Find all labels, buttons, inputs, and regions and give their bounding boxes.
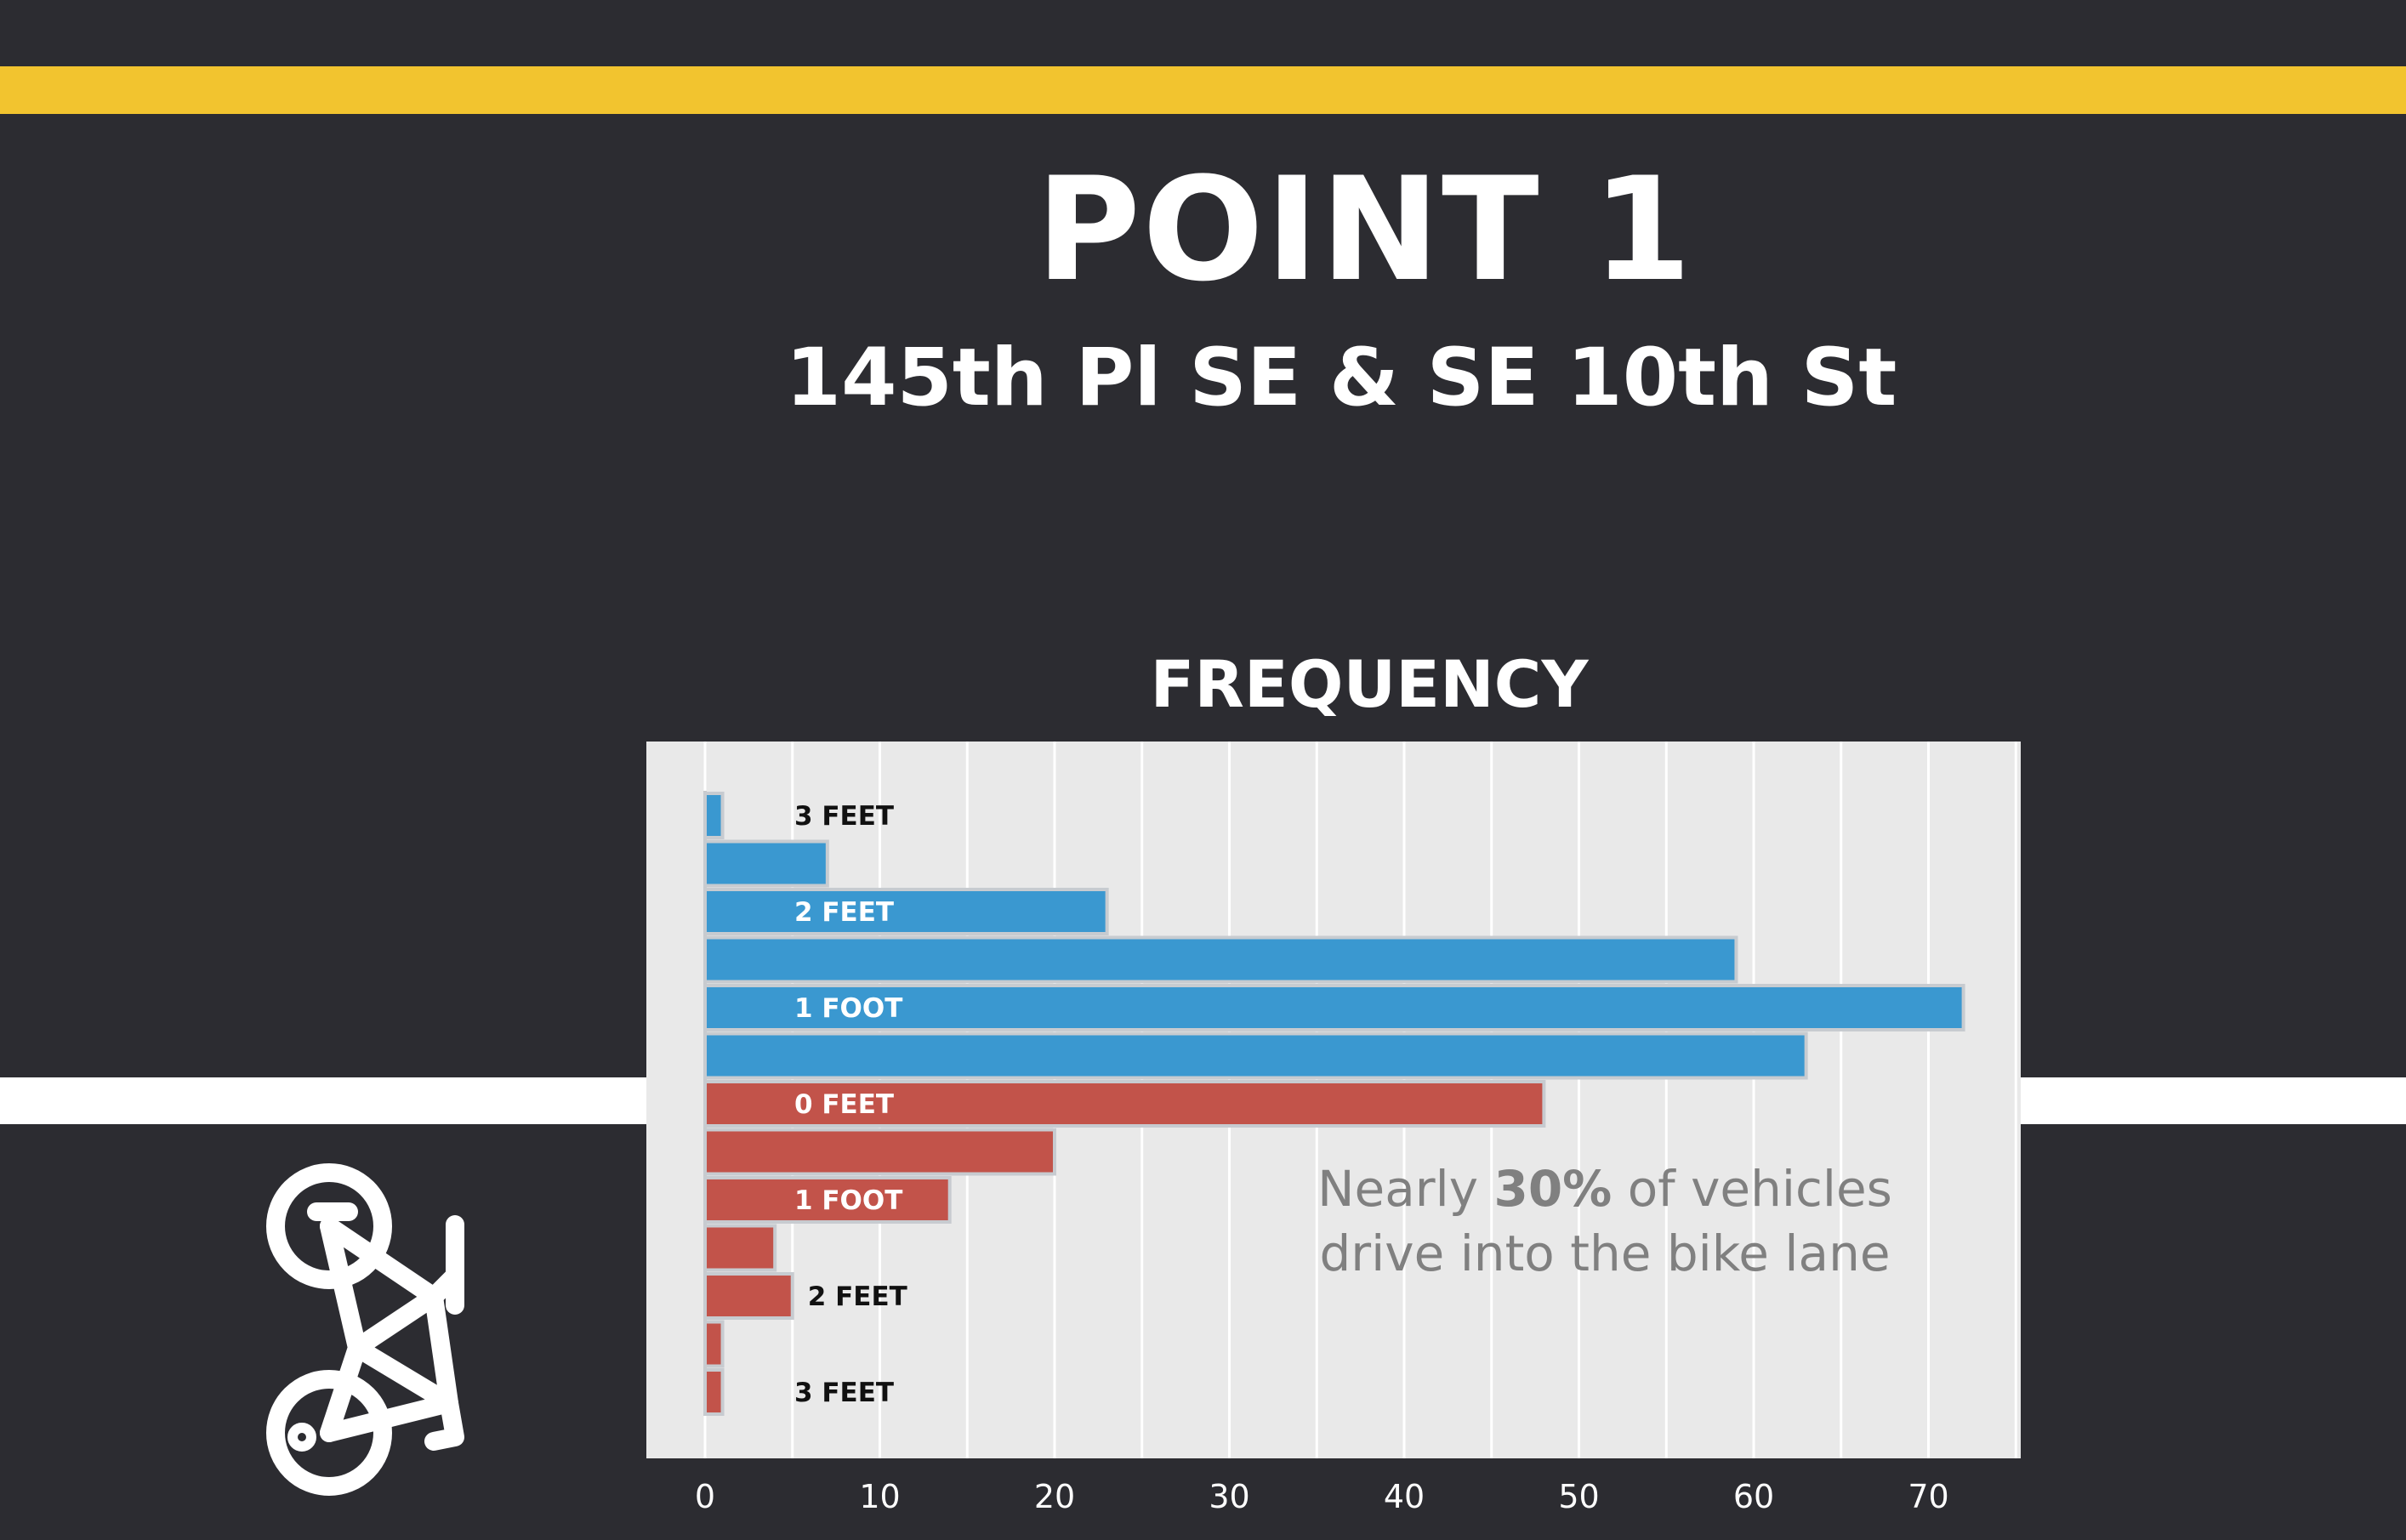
bar-label: 2 FEET <box>808 1281 907 1312</box>
bar-label: 0 FEET <box>794 1089 894 1120</box>
bar <box>703 839 829 888</box>
page-subtitle: 145th Pl SE & SE 10th St <box>785 332 1897 424</box>
bar-label: 2 FEET <box>794 897 894 928</box>
bicycle-icon <box>266 1163 464 1496</box>
x-tick-label: 70 <box>1908 1478 1948 1515</box>
bar <box>703 1128 1056 1176</box>
page-title: POINT 1 <box>1035 146 1694 313</box>
x-tick-label: 60 <box>1733 1478 1774 1515</box>
bar-label: 1 FOOT <box>794 993 902 1024</box>
x-tick-label: 50 <box>1558 1478 1599 1515</box>
annotation-line-1: Nearly 30% of vehicles <box>1317 1160 1892 1218</box>
chart-title: FREQUENCY <box>1150 646 1589 722</box>
x-tick-label: 20 <box>1034 1478 1075 1515</box>
bar <box>703 888 1109 935</box>
bar <box>703 935 1738 984</box>
bar <box>703 792 725 839</box>
bar <box>703 1320 725 1368</box>
yellow-lane-stripe <box>0 66 2406 114</box>
bar-label: 1 FOOT <box>794 1185 902 1216</box>
bar <box>703 984 1965 1031</box>
bar-label: 3 FEET <box>794 801 894 832</box>
bar <box>703 1176 952 1224</box>
x-tick-label: 10 <box>859 1478 900 1515</box>
bar <box>703 1368 725 1416</box>
bar <box>703 1224 777 1272</box>
bar <box>703 1031 1808 1080</box>
x-tick-label: 0 <box>695 1478 715 1515</box>
x-tick-label: 30 <box>1209 1478 1249 1515</box>
annotation-line-2: drive into the bike lane <box>1319 1225 1890 1282</box>
bar <box>703 1080 1546 1128</box>
x-tick-label: 40 <box>1384 1478 1425 1515</box>
bar <box>703 1272 794 1320</box>
bar-label: 3 FEET <box>794 1378 894 1408</box>
